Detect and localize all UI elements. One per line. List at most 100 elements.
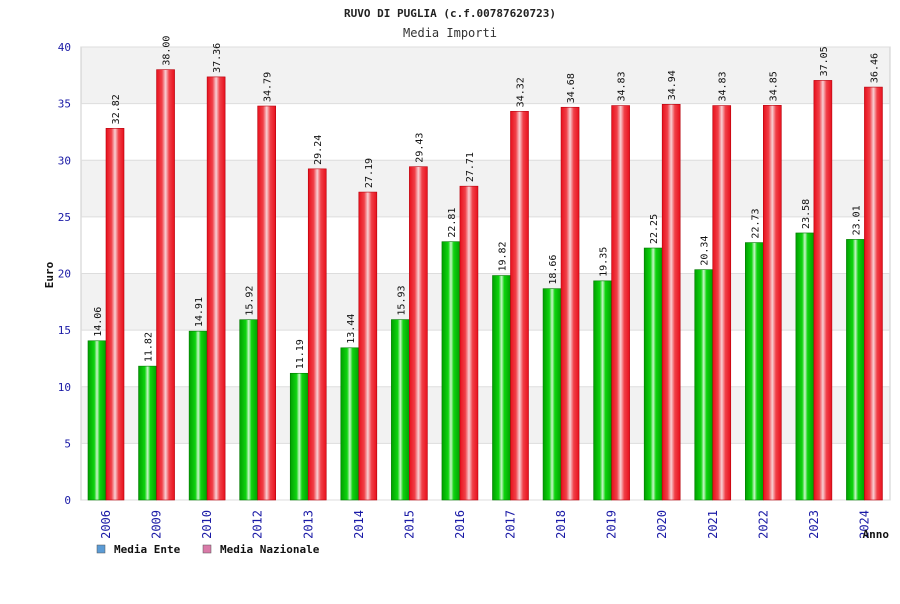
x-tick-label: 2017 xyxy=(504,510,518,539)
bar-media-ente xyxy=(542,288,562,501)
value-label: 34.68 xyxy=(566,73,577,103)
chart-title: RUVO DI PUGLIA (c.f.00787620723) xyxy=(344,7,556,20)
bar-media-ente xyxy=(643,247,663,501)
value-label: 23.01 xyxy=(851,205,862,235)
value-label: 11.19 xyxy=(295,339,306,369)
x-tick-label: 2018 xyxy=(554,510,568,539)
value-label: 34.85 xyxy=(768,71,779,101)
legend-label-media-ente: Media Ente xyxy=(114,543,181,556)
value-label: 29.43 xyxy=(414,133,425,163)
value-label: 34.79 xyxy=(263,72,274,102)
bar-media-nazionale xyxy=(763,105,782,501)
bar-media-ente xyxy=(239,319,258,501)
x-tick-label: 2019 xyxy=(605,510,619,539)
y-axis-ticks: 0 5 10 15 20 25 30 35 40 xyxy=(58,41,71,507)
value-label: 34.94 xyxy=(667,70,678,100)
y-axis-title: Euro xyxy=(43,261,56,288)
value-label: 34.83 xyxy=(718,71,729,101)
bar-media-nazionale xyxy=(156,69,175,501)
y-tick-label: 10 xyxy=(58,381,71,394)
bar-media-ente xyxy=(138,365,157,501)
value-label: 22.81 xyxy=(447,208,458,238)
x-tick-label: 2022 xyxy=(756,510,770,539)
bar-media-nazionale xyxy=(864,86,883,501)
bar-media-ente xyxy=(593,280,612,501)
value-label: 19.35 xyxy=(599,247,610,277)
bar-media-ente xyxy=(441,241,461,501)
y-tick-label: 15 xyxy=(58,324,71,337)
chart-subtitle: Media Importi xyxy=(403,26,497,40)
x-axis-ticks: 2006 2009 2010 2012 2013 2014 2015 2016 2017 2018… xyxy=(99,510,871,539)
bars xyxy=(87,69,883,501)
bar-media-ente xyxy=(87,340,107,501)
bar-media-nazionale xyxy=(661,104,681,501)
legend: Media Ente Media Nazionale xyxy=(96,543,320,556)
y-tick-label: 0 xyxy=(64,494,71,507)
value-label: 11.82 xyxy=(144,332,155,362)
bar-media-nazionale xyxy=(105,128,125,501)
x-axis-title: Anno xyxy=(863,528,890,541)
bar-media-ente xyxy=(795,232,815,501)
value-label: 27.71 xyxy=(465,152,476,182)
bar-media-nazionale xyxy=(409,166,428,501)
bar-media-nazionale xyxy=(560,106,580,501)
bar-media-nazionale xyxy=(813,80,833,501)
value-label: 38.00 xyxy=(162,36,173,66)
y-tick-label: 40 xyxy=(58,41,71,54)
value-label: 18.66 xyxy=(548,255,559,285)
y-tick-label: 5 xyxy=(64,437,71,450)
value-label: 13.44 xyxy=(346,314,357,344)
value-label: 15.92 xyxy=(245,286,256,316)
x-tick-label: 2021 xyxy=(706,510,720,539)
x-tick-label: 2010 xyxy=(200,510,214,539)
value-label: 34.83 xyxy=(617,71,628,101)
value-label: 37.05 xyxy=(819,46,830,76)
value-label: 14.06 xyxy=(93,307,104,337)
value-label: 22.25 xyxy=(649,214,660,244)
y-tick-label: 20 xyxy=(58,268,71,281)
x-tick-label: 2024 xyxy=(857,510,871,539)
bar-media-nazionale xyxy=(611,105,630,501)
value-label: 27.19 xyxy=(364,158,375,188)
x-tick-label: 2013 xyxy=(301,510,315,539)
value-label: 29.24 xyxy=(313,135,324,165)
legend-label-media-nazionale: Media Nazionale xyxy=(220,543,320,556)
x-tick-label: 2014 xyxy=(352,510,366,539)
bar-media-ente xyxy=(745,242,764,501)
bar-media-nazionale xyxy=(206,76,226,501)
bar-media-nazionale xyxy=(712,105,732,501)
value-label: 32.82 xyxy=(111,94,122,124)
bar-media-nazionale xyxy=(307,168,327,501)
value-label: 19.82 xyxy=(498,241,509,271)
x-tick-label: 2015 xyxy=(402,510,416,539)
bar-media-nazionale xyxy=(510,111,529,501)
bar-media-ente xyxy=(340,347,360,501)
bar-media-ente xyxy=(846,239,865,501)
bar-media-ente xyxy=(391,319,410,501)
y-tick-label: 35 xyxy=(58,98,71,111)
value-label: 14.91 xyxy=(194,297,205,327)
y-tick-label: 25 xyxy=(58,211,71,224)
bar-media-ente xyxy=(694,269,714,501)
value-label: 20.34 xyxy=(700,236,711,266)
x-tick-label: 2012 xyxy=(251,510,265,539)
value-label: 15.93 xyxy=(396,285,407,315)
bar-media-ente xyxy=(289,372,309,501)
bar-media-ente xyxy=(188,330,208,501)
x-tick-label: 2020 xyxy=(655,510,669,539)
y-tick-label: 30 xyxy=(58,154,71,167)
bar-media-ente xyxy=(492,275,511,501)
x-tick-label: 2006 xyxy=(99,510,113,539)
value-label: 36.46 xyxy=(869,53,880,83)
x-tick-label: 2009 xyxy=(150,510,164,539)
bar-media-nazionale xyxy=(459,185,479,501)
legend-swatch-media-nazionale xyxy=(202,544,212,554)
x-tick-label: 2023 xyxy=(807,510,821,539)
value-label: 23.58 xyxy=(801,199,812,229)
value-label: 34.32 xyxy=(516,77,527,107)
legend-swatch-media-ente xyxy=(96,544,106,554)
bar-media-nazionale xyxy=(358,191,378,501)
value-label: 37.36 xyxy=(212,43,223,73)
